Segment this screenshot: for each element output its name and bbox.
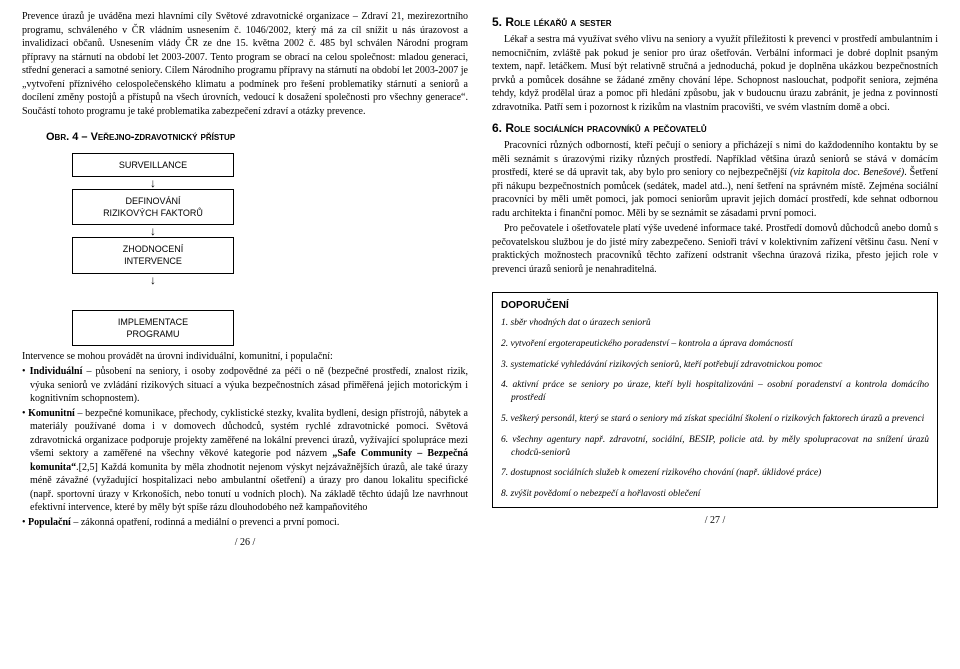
recommendations-title: DOPORUČENÍ xyxy=(501,299,929,313)
flow-box-line2: INTERVENCE xyxy=(124,256,182,266)
list-item: Komunitní – bezpečné komunikace, přechod… xyxy=(22,407,468,515)
list-item: Individuální – působení na seniory, i os… xyxy=(22,365,468,406)
flow-box-line1: ZHODNOCENÍ xyxy=(123,244,184,254)
recommendation-item: 1. sběr vhodných dat o úrazech seniorů xyxy=(501,317,929,330)
arrow-icon: ↓ xyxy=(72,274,234,286)
flow-box-line1: IMPLEMENTACE xyxy=(118,317,188,327)
flow-box-line1: DEFINOVÁNÍ xyxy=(125,196,180,206)
flow-box-line2: PROGRAMU xyxy=(126,329,179,339)
left-page: Prevence úrazů je uváděna mezi hlavními … xyxy=(22,10,468,550)
page-number: / 26 / xyxy=(22,536,468,550)
section-6-heading: 6. Role sociálních pracovníků a pečovate… xyxy=(492,120,938,136)
flow-box-implementation: IMPLEMENTACE PROGRAMU xyxy=(72,310,234,346)
section-5-heading: 5. Role lékařů a sester xyxy=(492,14,938,30)
section-6-paragraph-a: Pracovníci různých odborností, kteří peč… xyxy=(492,139,938,220)
flow-box-risk-factors: DEFINOVÁNÍ RIZIKOVÝCH FAKTORŮ xyxy=(72,189,234,225)
intervention-intro: Intervence se mohou provádět na úrovni i… xyxy=(22,350,468,364)
flow-box-surveillance: SURVEILLANCE xyxy=(72,153,234,177)
recommendation-item: 7. dostupnost sociálních služeb k omezen… xyxy=(501,467,929,480)
figure-title: Obr. 4 – Veřejno-zdravotnický přístup xyxy=(46,130,468,145)
arrow-icon: ↓ xyxy=(72,225,234,237)
recommendation-item: 5. veškerý personál, který se stará o se… xyxy=(501,413,929,426)
recommendation-item: 6. všechny agentury např. zdravotní, soc… xyxy=(501,434,929,460)
recommendation-item: 8. zvýšit povědomí o nebezpečí a hořlavo… xyxy=(501,488,929,501)
recommendation-item: 3. systematické vyhledávání rizikových s… xyxy=(501,359,929,372)
recommendation-item: 2. vytvoření ergoterapeutického poradens… xyxy=(501,338,929,351)
flow-box-intervention: ZHODNOCENÍ INTERVENCE xyxy=(72,237,234,273)
recommendations-box: DOPORUČENÍ 1. sběr vhodných dat o úrazec… xyxy=(492,292,938,508)
page-number: / 27 / xyxy=(492,514,938,528)
list-item: Populační – zákonná opatření, rodinná a … xyxy=(22,516,468,530)
intro-paragraph: Prevence úrazů je uváděna mezi hlavními … xyxy=(22,10,468,118)
flow-box-line2: RIZIKOVÝCH FAKTORŮ xyxy=(103,208,203,218)
intervention-list: Individuální – působení na seniory, i os… xyxy=(22,365,468,530)
right-page: 5. Role lékařů a sester Lékař a sestra m… xyxy=(492,10,938,550)
arrow-icon: ↓ xyxy=(72,177,234,189)
section-6-paragraph-b: Pro pečovatele i ošetřovatele platí výše… xyxy=(492,222,938,276)
section-5-paragraph: Lékař a sestra má využívat svého vlivu n… xyxy=(492,33,938,114)
flowchart: SURVEILLANCE ↓ DEFINOVÁNÍ RIZIKOVÝCH FAK… xyxy=(72,153,468,346)
recommendation-item: 4. aktivní práce se seniory po úraze, kt… xyxy=(501,379,929,405)
